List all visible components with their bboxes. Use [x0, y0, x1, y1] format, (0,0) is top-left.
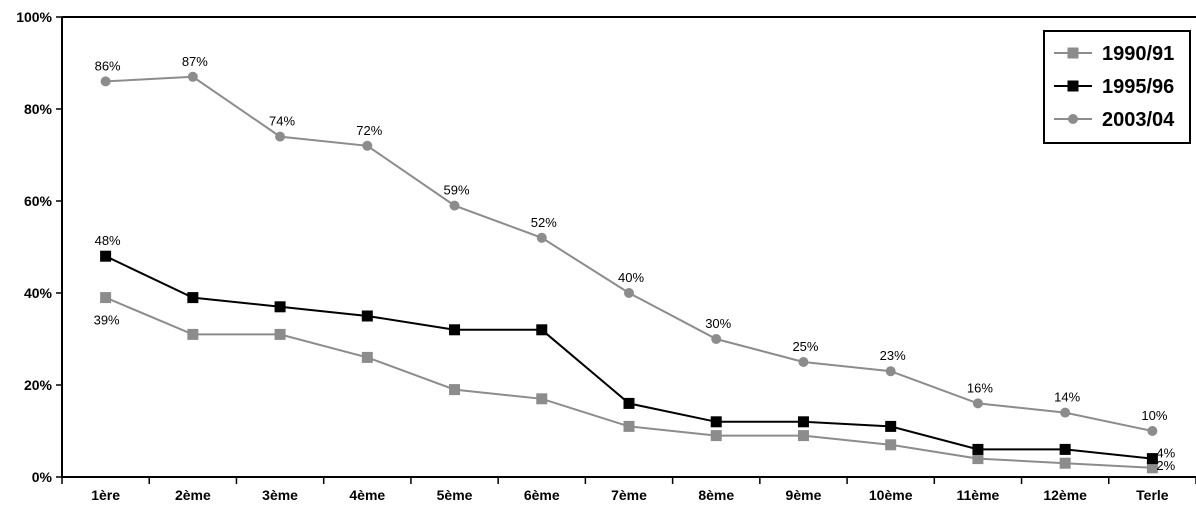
data-label: 87%: [182, 54, 208, 69]
data-point: [274, 328, 286, 340]
x-tick-label: 7ème: [611, 487, 647, 503]
data-point: [710, 416, 722, 428]
x-tick-label: 10ème: [869, 487, 913, 503]
data-point: [797, 416, 809, 428]
x-tick-label: 8ème: [698, 487, 734, 503]
series-layer: [100, 71, 1158, 474]
x-tick-label: 4ème: [349, 487, 385, 503]
data-point: [1146, 462, 1158, 474]
y-tick-label: 40%: [24, 285, 53, 301]
data-point: [623, 420, 635, 432]
x-tick-label: 12ème: [1043, 487, 1087, 503]
data-label: 16%: [967, 380, 993, 395]
data-point: [1060, 407, 1071, 418]
x-tick-label: 6ème: [524, 487, 560, 503]
data-point: [536, 232, 547, 243]
y-tick-label: 100%: [16, 9, 52, 25]
x-tick-label: 2ème: [175, 487, 211, 503]
data-label: 2%: [1156, 458, 1175, 473]
data-labels: 39% 2% 48% 4% 86% 87% 74% 72% 59% 52% 40% 30% 25% 23%…: [94, 54, 1176, 473]
data-point: [274, 301, 286, 313]
data-label: 4%: [1156, 446, 1175, 461]
legend-label: 1990/91: [1102, 43, 1174, 65]
data-label: 23%: [880, 348, 906, 363]
data-point: [449, 200, 460, 211]
data-point: [972, 453, 984, 465]
data-point: [1059, 443, 1071, 455]
data-point: [711, 334, 722, 344]
series-line-1990/91: [105, 296, 1153, 469]
legend-label: 2003/04: [1102, 109, 1175, 131]
x-tick-label: 11ème: [957, 487, 1000, 503]
x-tick-label: Terle: [1136, 487, 1169, 503]
data-point: [100, 292, 112, 304]
data-point: [187, 71, 198, 82]
data-label: 40%: [618, 270, 644, 285]
data-point: [449, 324, 461, 336]
data-point: [362, 140, 373, 151]
x-tick-label: 3ème: [262, 487, 298, 503]
data-point: [972, 443, 984, 455]
data-label: 52%: [531, 215, 557, 230]
y-tick-label: 60%: [24, 193, 53, 209]
data-point: [797, 430, 809, 442]
data-label: 25%: [792, 339, 818, 354]
data-label: 86%: [95, 58, 121, 73]
data-point: [187, 292, 199, 304]
series-line-2003/04: [105, 75, 1153, 432]
data-point: [361, 310, 373, 322]
legend-label: 1995/96: [1102, 76, 1174, 98]
legend-marker: [1067, 47, 1079, 59]
data-label: 72%: [356, 123, 382, 138]
y-tick-label: 0%: [32, 469, 53, 485]
data-label: 10%: [1141, 408, 1167, 423]
data-point: [361, 351, 373, 363]
data-point: [885, 366, 896, 377]
data-label: 14%: [1054, 390, 1080, 405]
data-label: 74%: [269, 114, 295, 129]
legend: 1990/91 1995/96 2003/04: [1043, 30, 1191, 144]
data-point: [885, 420, 897, 432]
data-point: [275, 131, 286, 142]
data-point: [100, 250, 112, 262]
legend-marker: [1067, 80, 1079, 92]
axes: 0% 20% 40% 60% 80% 100% 1ère 2ème 3ème 4ème 5ème 6è…: [16, 9, 1196, 503]
y-tick-label: 80%: [24, 101, 53, 117]
data-point: [885, 439, 897, 451]
data-label: 48%: [95, 233, 121, 248]
data-point: [449, 384, 461, 396]
data-point: [536, 324, 548, 336]
data-point: [798, 357, 809, 367]
data-point: [1059, 457, 1071, 469]
legend-marker: [1068, 114, 1078, 124]
data-point: [536, 393, 548, 405]
x-tick-label: 9ème: [786, 487, 822, 503]
data-point: [624, 288, 634, 298]
x-tick-label: 5ème: [437, 487, 473, 503]
data-label: 30%: [705, 316, 731, 331]
data-point: [1146, 453, 1158, 465]
data-label: 59%: [444, 183, 470, 198]
data-point: [710, 430, 722, 442]
x-tick-label: 1ère: [91, 487, 120, 503]
data-point: [187, 328, 199, 340]
data-point: [623, 397, 635, 409]
data-point: [100, 76, 111, 87]
data-label: 39%: [94, 313, 120, 328]
data-point: [972, 398, 983, 409]
data-point: [1147, 426, 1158, 436]
y-tick-label: 20%: [24, 377, 53, 393]
